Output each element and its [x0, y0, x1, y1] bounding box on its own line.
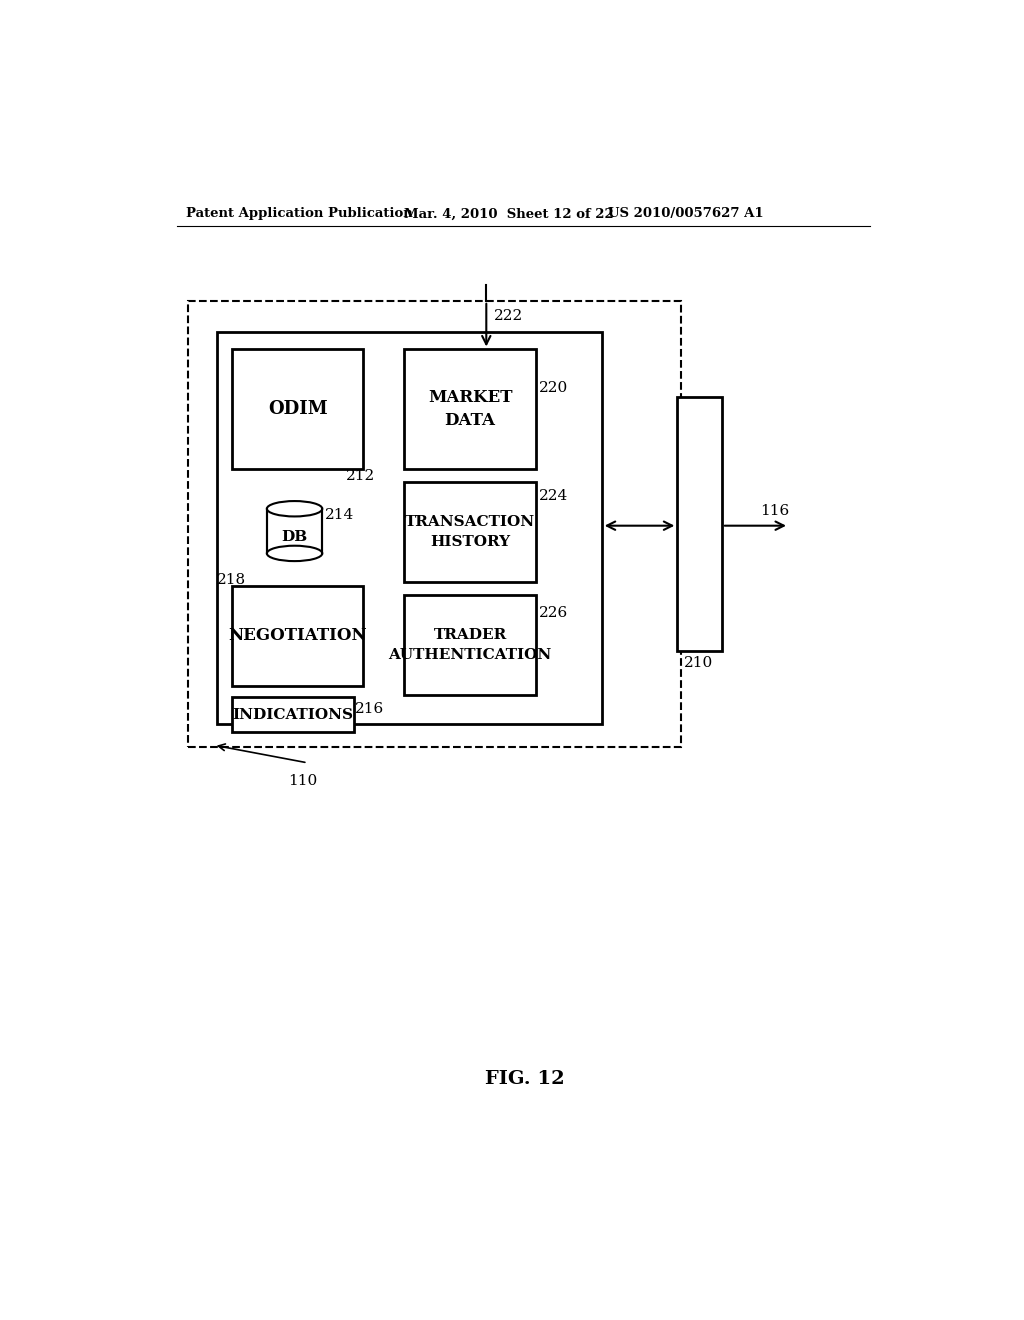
Text: TRADER
AUTHENTICATION: TRADER AUTHENTICATION [388, 628, 552, 661]
Text: 222: 222 [494, 309, 523, 323]
Text: DB: DB [282, 531, 307, 544]
Text: 226: 226 [539, 606, 568, 619]
Text: MARKET
DATA: MARKET DATA [428, 389, 512, 429]
Text: INDICATIONS: INDICATIONS [232, 708, 353, 722]
Text: 210: 210 [684, 656, 714, 669]
Ellipse shape [267, 502, 323, 516]
Text: 214: 214 [325, 508, 354, 521]
Bar [403, 482, 537, 582]
Bar [217, 331, 602, 725]
Bar [403, 595, 537, 696]
Text: NEGOTIATION: NEGOTIATION [228, 627, 367, 644]
Bar [232, 586, 364, 686]
Text: Patent Application Publication: Patent Application Publication [186, 207, 413, 220]
Text: TRANSACTION
HISTORY: TRANSACTION HISTORY [406, 515, 536, 549]
Bar [232, 697, 354, 733]
Text: 216: 216 [355, 702, 385, 715]
Text: FIG. 12: FIG. 12 [485, 1069, 564, 1088]
Text: ODIM: ODIM [267, 400, 328, 418]
Text: Mar. 4, 2010  Sheet 12 of 22: Mar. 4, 2010 Sheet 12 of 22 [403, 207, 613, 220]
Text: 110: 110 [289, 774, 317, 788]
Text: 224: 224 [539, 488, 568, 503]
Text: 220: 220 [539, 381, 568, 395]
Text: 212: 212 [346, 469, 376, 483]
Text: 116: 116 [761, 504, 790, 517]
Bar [677, 397, 722, 651]
Bar [267, 508, 323, 553]
Bar [403, 350, 537, 469]
Bar [232, 350, 364, 469]
Text: US 2010/0057627 A1: US 2010/0057627 A1 [608, 207, 764, 220]
Bar [188, 301, 681, 747]
Ellipse shape [267, 545, 323, 561]
Text: 218: 218 [217, 573, 246, 587]
